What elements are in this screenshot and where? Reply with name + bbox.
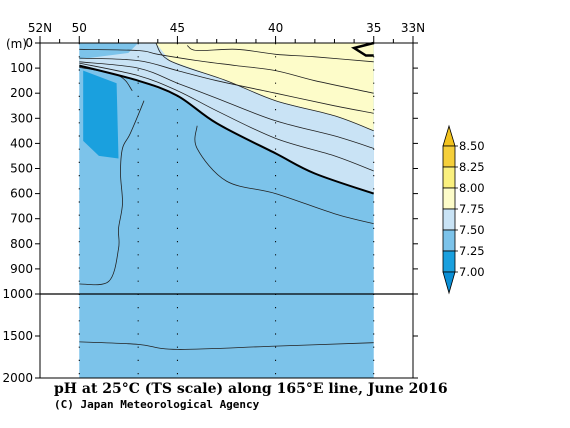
y-tick-label-2000: 2000 bbox=[2, 371, 33, 385]
contour-line-1 bbox=[155, 42, 374, 132]
colorbar-label-7.75: 7.75 bbox=[459, 202, 485, 216]
y-tick-label-400: 400 bbox=[10, 136, 33, 150]
colorbar-label-7.50: 7.50 bbox=[459, 223, 485, 237]
colorbar-bin-7.5 bbox=[442, 208, 456, 231]
contour-line-5 bbox=[79, 61, 374, 149]
x-tick-label-35: 35 bbox=[366, 21, 381, 35]
chart-title: pH at 25°C (TS scale) along 165°E line, … bbox=[54, 381, 448, 397]
contour-line-2 bbox=[186, 45, 374, 63]
y-axis-label: (m) bbox=[6, 37, 27, 51]
contour-lines bbox=[79, 41, 375, 350]
axes: 52N 50 45 40 35 33N 0 100 200 300 400 500 600 700 800 9… bbox=[2, 21, 425, 385]
colorbar-bin-7.25 bbox=[442, 229, 456, 252]
y-tick-label-1500: 1500 bbox=[2, 329, 33, 343]
contour-line-3 bbox=[79, 48, 374, 94]
colorbar: 8.50 8.25 8.00 7.75 7.50 7.25 7.00 bbox=[442, 124, 485, 295]
colorbar-label-8.25: 8.25 bbox=[459, 160, 485, 174]
colorbar-label-7.25: 7.25 bbox=[459, 244, 485, 258]
colorbar-over-triangle bbox=[442, 124, 456, 147]
colorbar-label-8.00: 8.00 bbox=[459, 181, 485, 195]
contour-line-4 bbox=[79, 57, 374, 114]
fill-dark-blue-7.0-7.25 bbox=[83, 70, 119, 159]
x-tick-label-52: 52N bbox=[28, 21, 52, 35]
y-tick-label-200: 200 bbox=[10, 86, 33, 100]
plot-frame bbox=[39, 42, 414, 379]
contour-surface-hook bbox=[350, 41, 375, 57]
colorbar-bin-8.25 bbox=[442, 145, 456, 168]
y-tick-label-700: 700 bbox=[10, 212, 33, 226]
y-tick-label-300: 300 bbox=[10, 111, 33, 125]
contour-line-8 bbox=[79, 100, 145, 286]
contour-fills bbox=[79, 43, 374, 378]
colorbar-label-8.50: 8.50 bbox=[459, 139, 485, 153]
fill-yellow-surface-8.0-8.25 bbox=[155, 43, 374, 131]
y-tick-label-600: 600 bbox=[10, 187, 33, 201]
colorbar-bin-8 bbox=[442, 166, 456, 189]
x-tick-label-33: 33N bbox=[401, 21, 425, 35]
y-tick-label-100: 100 bbox=[10, 61, 33, 75]
colorbar-bin-7 bbox=[442, 250, 456, 273]
contour-line-9 bbox=[194, 125, 374, 225]
x-tick-label-45: 45 bbox=[170, 21, 185, 35]
x-tick-label-40: 40 bbox=[268, 21, 283, 35]
y-tick-label-0: 0 bbox=[25, 36, 33, 50]
contour-line-7.5-thick bbox=[79, 64, 375, 195]
y-tick-label-800: 800 bbox=[10, 237, 33, 251]
credit-text: (C) Japan Meteorological Agency bbox=[54, 398, 260, 411]
colorbar-bin-7.75 bbox=[442, 187, 456, 210]
contour-line-6 bbox=[79, 62, 374, 172]
x-tick-label-50: 50 bbox=[72, 21, 87, 35]
y-tick-label-1000: 1000 bbox=[2, 287, 33, 301]
colorbar-under-triangle bbox=[442, 271, 456, 295]
y-tick-label-500: 500 bbox=[10, 162, 33, 176]
y-tick-label-900: 900 bbox=[10, 262, 33, 276]
contour-line-10 bbox=[79, 341, 374, 350]
colorbar-label-7.00: 7.00 bbox=[459, 265, 485, 279]
